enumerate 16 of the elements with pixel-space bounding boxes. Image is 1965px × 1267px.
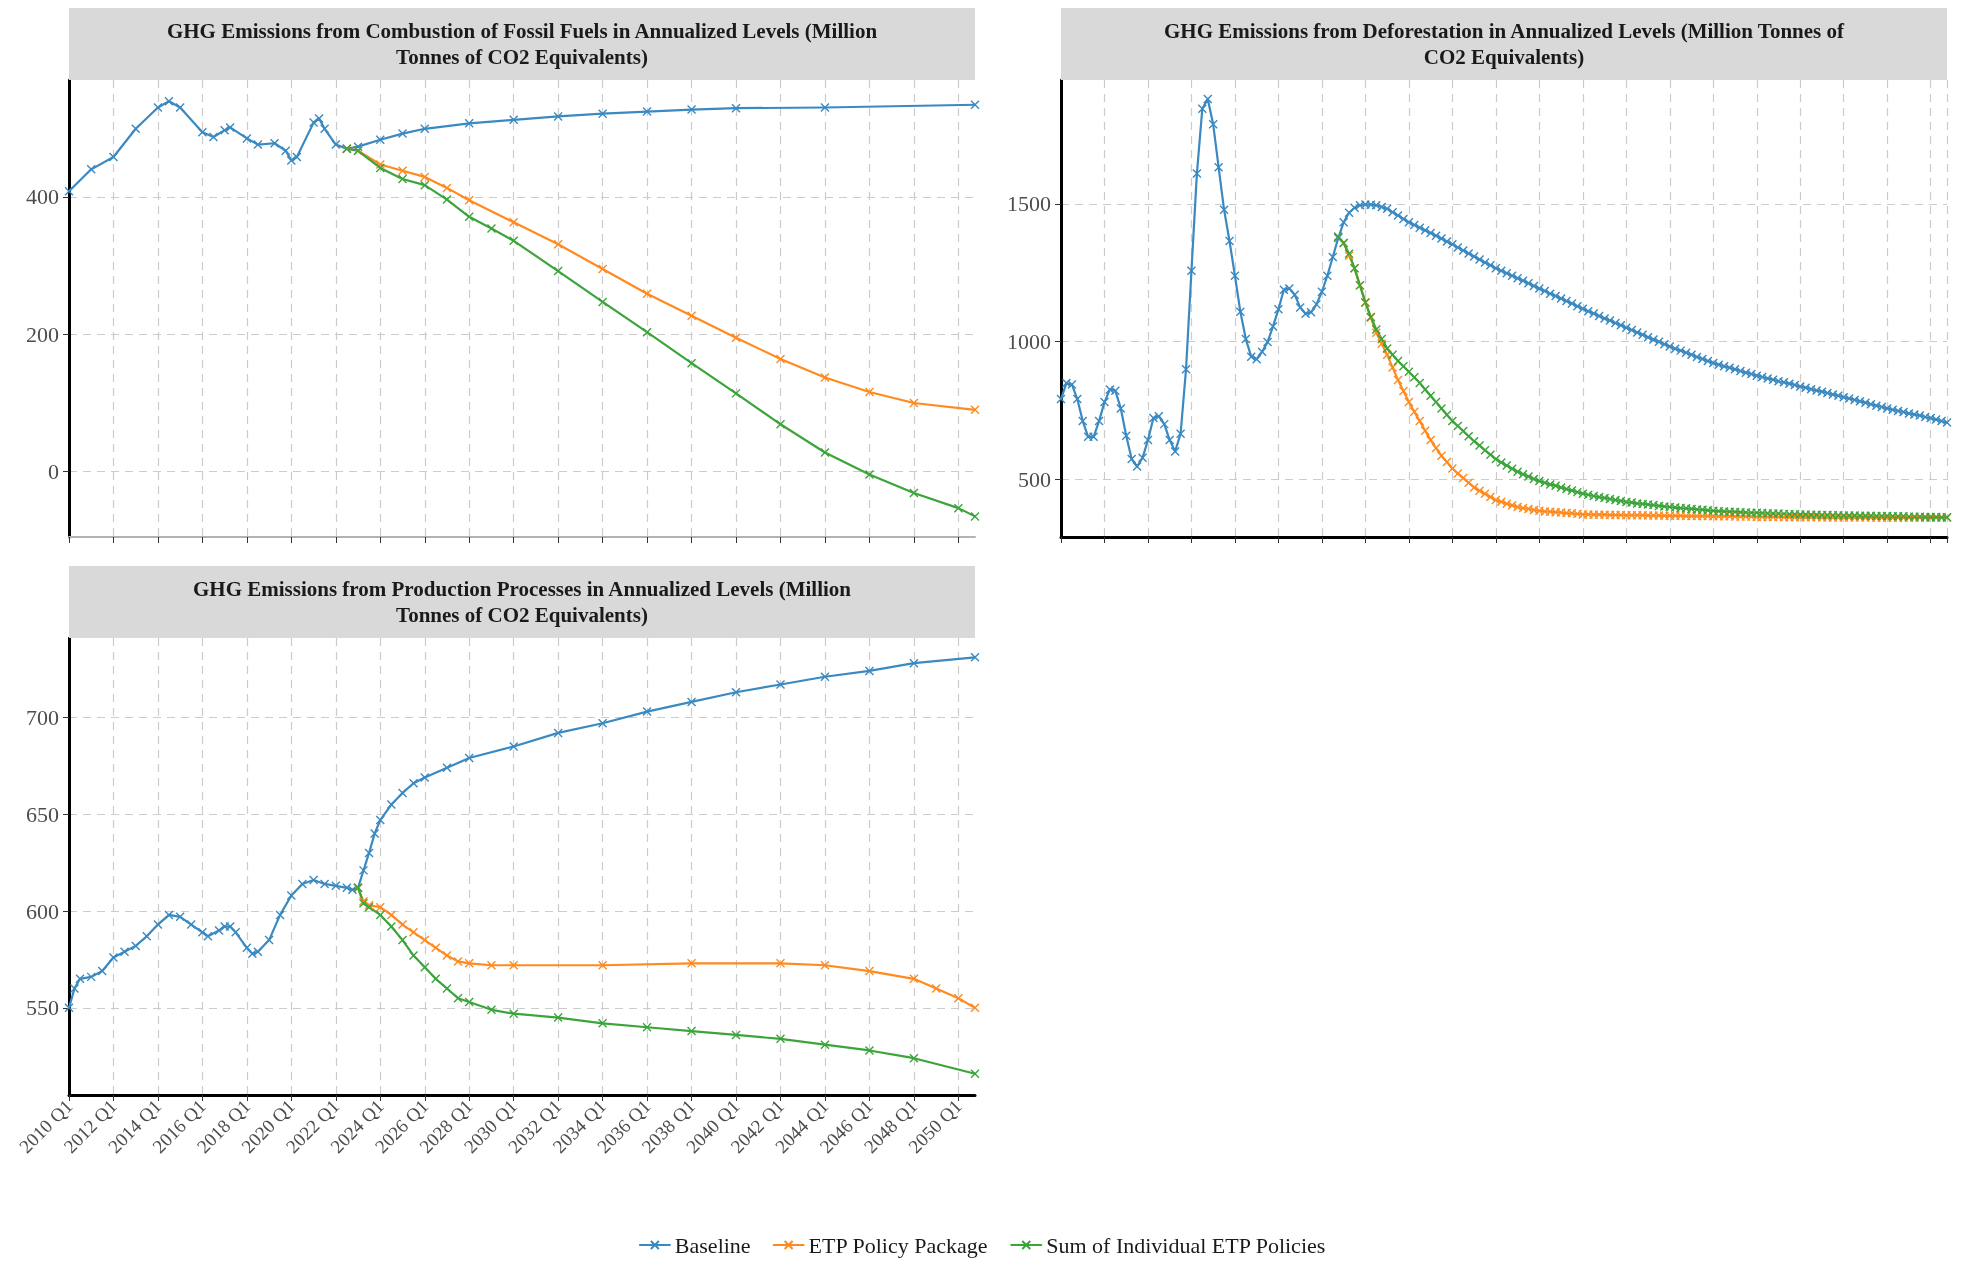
legend-label: Sum of Individual ETP Policies: [1046, 1232, 1326, 1258]
chart-title: GHG Emissions from Production Processes in Annualized Levels (Million Tonnes of CO2 Equivalents): [69, 566, 975, 638]
chart-title: GHG Emissions from Deforestation in Annualized Levels (Million Tonnes of CO2 Equivalents): [1061, 8, 1947, 80]
y-tick-label: 1000: [1007, 329, 1051, 355]
legend-label: Baseline: [674, 1232, 751, 1258]
y-tick-label: 600: [26, 898, 59, 924]
y-tick-label: 700: [26, 704, 59, 730]
chart-title: GHG Emissions from Combustion of Fossil Fuels in Annualized Levels (Million Tonnes of CO2 Equivalents): [69, 8, 975, 80]
y-tick-label: 0: [48, 459, 59, 485]
legend-label: ETP Policy Package: [808, 1232, 988, 1258]
y-tick-label: 1500: [1007, 191, 1051, 217]
y-tick-label: 400: [26, 184, 59, 210]
y-tick-label: 550: [26, 995, 59, 1021]
y-tick-label: 200: [26, 321, 59, 347]
y-tick-label: 500: [1018, 466, 1051, 492]
y-tick-label: 650: [26, 801, 59, 827]
